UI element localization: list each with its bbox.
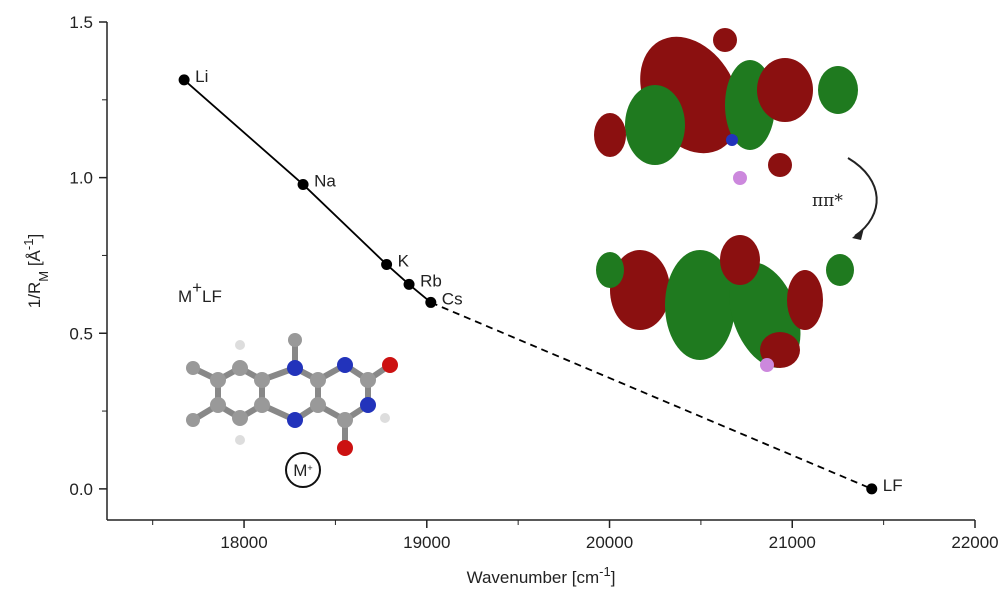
point-label: Rb [420,271,442,290]
text-part: [Å [25,249,44,270]
y-tick-label: 1.5 [69,13,93,32]
molecule [191,340,392,448]
y-tick-label: 0.0 [69,480,93,499]
transition-arrow [847,157,878,237]
text-part: ] [25,234,44,239]
point-label: Na [314,171,336,190]
ion-label: M+ [293,461,312,480]
text-part: M [178,287,192,306]
text-part: -1 [21,239,36,251]
text-part: LF [202,287,222,306]
text-part: M [36,271,51,282]
y-tick-label: 1.0 [69,169,93,188]
x-tick-label: 20000 [586,533,633,552]
ion-circle [285,452,321,488]
x-tick-label: 22000 [951,533,998,552]
point [381,258,393,270]
point-label: LF [883,476,903,495]
atoms [186,333,398,456]
point [178,74,190,86]
orbital-bottom [596,235,854,372]
text-part: 1/R [25,282,44,308]
molecule-label: M+LF [178,278,222,307]
text-part: ] [611,568,616,587]
y-axis-label: 1/RM [Å-1] [21,234,51,308]
y-tick-label: 0.5 [69,324,93,343]
text-part: M [293,461,307,480]
x-tick-label: 18000 [220,533,267,552]
x-axis-label: Wavenumber [cm-1] [467,564,616,588]
point [403,278,415,290]
transition-label: ππ* [812,191,843,211]
series-line [430,301,873,490]
point-label: K [398,251,410,270]
arrow-head [852,228,864,240]
text-part: + [307,463,312,473]
text-part: -1 [599,564,611,579]
text-part: Wavenumber [cm [467,568,600,587]
x-tick-label: 19000 [403,533,450,552]
x-tick-label: 21000 [769,533,816,552]
point-label: Cs [442,289,463,308]
text-part: + [192,278,202,297]
point [866,483,878,495]
orbital-top [594,28,858,185]
point [297,178,309,190]
series-line [183,79,432,304]
point-label: Li [195,67,208,86]
